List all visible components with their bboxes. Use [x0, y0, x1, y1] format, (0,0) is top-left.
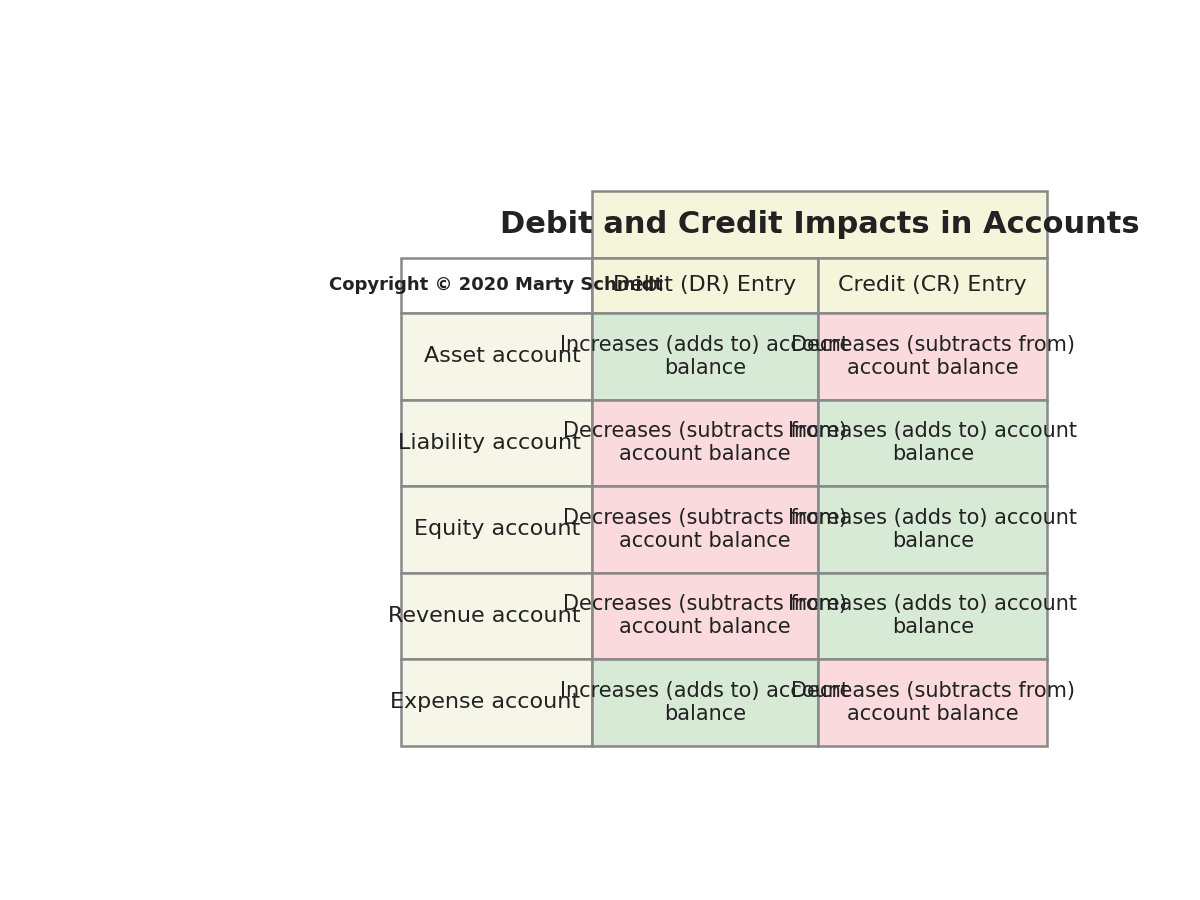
FancyBboxPatch shape	[401, 572, 592, 659]
FancyBboxPatch shape	[592, 257, 818, 313]
FancyBboxPatch shape	[818, 572, 1048, 659]
FancyBboxPatch shape	[592, 572, 818, 659]
Text: Increases (adds to) account
balance: Increases (adds to) account balance	[788, 594, 1078, 637]
Text: Equity account: Equity account	[414, 519, 581, 539]
FancyBboxPatch shape	[401, 400, 592, 486]
Text: Debit and Credit Impacts in Accounts: Debit and Credit Impacts in Accounts	[499, 210, 1140, 239]
FancyBboxPatch shape	[592, 400, 818, 486]
Text: Liability account: Liability account	[397, 433, 581, 453]
FancyBboxPatch shape	[401, 486, 592, 572]
Text: Decreases (subtracts from)
account balance: Decreases (subtracts from) account balan…	[563, 508, 847, 551]
Text: Increases (adds to) account
balance: Increases (adds to) account balance	[560, 335, 850, 378]
FancyBboxPatch shape	[592, 313, 818, 400]
Text: Expense account: Expense account	[390, 692, 581, 712]
Text: Decreases (subtracts from)
account balance: Decreases (subtracts from) account balan…	[791, 680, 1075, 724]
FancyBboxPatch shape	[818, 486, 1048, 572]
FancyBboxPatch shape	[592, 659, 818, 745]
Text: Decreases (subtracts from)
account balance: Decreases (subtracts from) account balan…	[563, 594, 847, 637]
FancyBboxPatch shape	[401, 659, 592, 745]
Text: Copyright © 2020 Marty Schmidt: Copyright © 2020 Marty Schmidt	[330, 276, 664, 294]
Text: Asset account: Asset account	[424, 346, 581, 366]
Text: Debit (DR) Entry: Debit (DR) Entry	[613, 275, 797, 295]
Text: Increases (adds to) account
balance: Increases (adds to) account balance	[560, 680, 850, 724]
Text: Credit (CR) Entry: Credit (CR) Entry	[839, 275, 1027, 295]
Text: Revenue account: Revenue account	[388, 606, 581, 626]
FancyBboxPatch shape	[401, 257, 592, 313]
FancyBboxPatch shape	[592, 486, 818, 572]
Text: Increases (adds to) account
balance: Increases (adds to) account balance	[788, 508, 1078, 551]
FancyBboxPatch shape	[818, 659, 1048, 745]
Text: Decreases (subtracts from)
account balance: Decreases (subtracts from) account balan…	[791, 335, 1075, 378]
Text: Increases (adds to) account
balance: Increases (adds to) account balance	[788, 421, 1078, 464]
FancyBboxPatch shape	[818, 313, 1048, 400]
FancyBboxPatch shape	[818, 257, 1048, 313]
Text: Decreases (subtracts from)
account balance: Decreases (subtracts from) account balan…	[563, 421, 847, 464]
FancyBboxPatch shape	[401, 313, 592, 400]
FancyBboxPatch shape	[818, 400, 1048, 486]
FancyBboxPatch shape	[592, 191, 1048, 257]
